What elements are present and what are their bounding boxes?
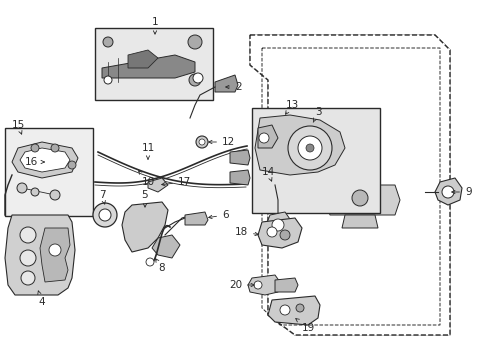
Circle shape <box>271 219 284 231</box>
Circle shape <box>51 144 59 152</box>
Text: 13: 13 <box>285 100 298 114</box>
Text: 10: 10 <box>138 171 154 187</box>
Circle shape <box>20 227 36 243</box>
Circle shape <box>297 136 321 160</box>
Polygon shape <box>254 115 345 175</box>
Text: 9: 9 <box>451 187 470 197</box>
Circle shape <box>196 136 207 148</box>
Circle shape <box>31 144 39 152</box>
Text: 12: 12 <box>208 137 235 147</box>
Text: 11: 11 <box>141 143 154 159</box>
Polygon shape <box>258 218 302 248</box>
Text: 15: 15 <box>11 120 24 134</box>
Polygon shape <box>229 150 249 165</box>
Circle shape <box>266 227 276 237</box>
Polygon shape <box>247 275 280 295</box>
Circle shape <box>295 304 304 312</box>
Bar <box>5 128 93 216</box>
Text: 14: 14 <box>261 167 274 181</box>
Polygon shape <box>341 215 377 228</box>
Polygon shape <box>274 278 297 292</box>
Circle shape <box>189 74 201 86</box>
Text: 7: 7 <box>99 190 105 204</box>
Polygon shape <box>267 296 319 325</box>
Text: 8: 8 <box>155 259 165 273</box>
Circle shape <box>193 73 203 83</box>
Text: 5: 5 <box>142 190 148 207</box>
Polygon shape <box>325 185 399 215</box>
Circle shape <box>199 139 204 145</box>
Circle shape <box>68 161 76 169</box>
Polygon shape <box>102 55 195 78</box>
Circle shape <box>50 190 60 200</box>
Polygon shape <box>249 35 449 335</box>
Polygon shape <box>434 178 461 205</box>
Circle shape <box>20 250 36 266</box>
Circle shape <box>305 144 313 152</box>
Circle shape <box>280 305 289 315</box>
Circle shape <box>21 271 35 285</box>
Circle shape <box>259 133 268 143</box>
Polygon shape <box>20 148 70 172</box>
Circle shape <box>104 76 112 84</box>
Polygon shape <box>258 125 278 148</box>
Circle shape <box>31 188 39 196</box>
Polygon shape <box>229 170 249 185</box>
Polygon shape <box>5 215 75 295</box>
Circle shape <box>99 209 111 221</box>
Circle shape <box>280 230 289 240</box>
Text: 3: 3 <box>313 107 321 122</box>
Circle shape <box>103 37 113 47</box>
Circle shape <box>253 281 262 289</box>
Text: 16: 16 <box>25 157 44 167</box>
Bar <box>95 28 213 100</box>
Polygon shape <box>148 178 168 192</box>
Bar <box>251 108 379 213</box>
Text: 1: 1 <box>151 17 158 34</box>
Polygon shape <box>184 212 207 225</box>
Polygon shape <box>40 228 70 282</box>
Polygon shape <box>122 202 168 252</box>
Text: 6: 6 <box>208 210 228 220</box>
Circle shape <box>93 203 117 227</box>
Text: 20: 20 <box>228 280 254 290</box>
Text: 19: 19 <box>295 319 314 333</box>
Polygon shape <box>152 235 180 258</box>
Circle shape <box>17 183 27 193</box>
Circle shape <box>351 190 367 206</box>
Polygon shape <box>264 212 291 238</box>
Circle shape <box>287 126 331 170</box>
Circle shape <box>187 35 202 49</box>
Polygon shape <box>249 35 449 335</box>
Polygon shape <box>215 75 238 92</box>
Circle shape <box>441 186 453 198</box>
Circle shape <box>146 258 154 266</box>
Polygon shape <box>12 142 78 178</box>
Text: 17: 17 <box>162 177 191 187</box>
Polygon shape <box>128 50 158 68</box>
Circle shape <box>49 244 61 256</box>
Text: 4: 4 <box>38 291 45 307</box>
Text: 18: 18 <box>234 227 258 237</box>
Text: 2: 2 <box>225 82 241 92</box>
